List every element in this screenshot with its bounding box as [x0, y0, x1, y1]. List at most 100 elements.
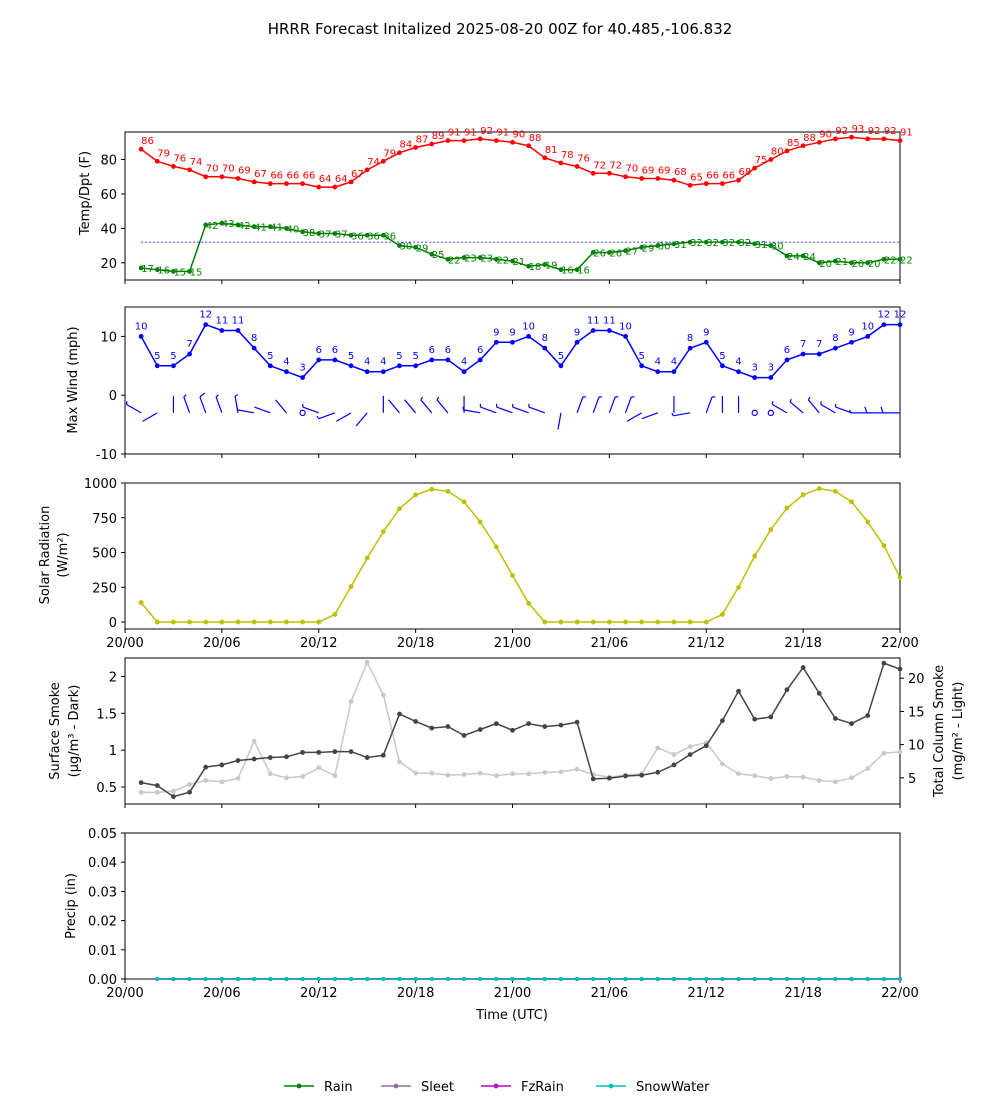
temperature-data-label: 87	[416, 134, 429, 145]
temperature-data-label: 92	[480, 126, 493, 137]
dewpoint-point	[849, 260, 854, 266]
wind-barb-feather	[125, 401, 128, 405]
dewpoint-data-label: 23	[480, 254, 493, 265]
wind-point	[251, 345, 257, 351]
smoke-light-point	[655, 745, 661, 751]
dewpoint-point	[768, 243, 774, 248]
smoke-dark-point	[429, 725, 435, 731]
temperature-point	[542, 155, 548, 161]
dewpoint-point	[477, 255, 483, 261]
wind-point	[784, 357, 790, 363]
dewpoint-data-label: 21	[513, 257, 526, 268]
solar-point	[623, 619, 628, 625]
dewpoint-data-label: 42	[238, 221, 251, 232]
temperature-point	[461, 138, 467, 144]
wind-barb-feather	[183, 394, 187, 398]
dewpoint-point	[510, 258, 515, 264]
temperature-ylabel: Temp/Dpt (F)	[78, 151, 93, 236]
smoke-dark-point	[348, 749, 354, 755]
x-tick-label: 21/00	[494, 636, 531, 651]
temperature-data-label: 89	[432, 131, 445, 142]
temperature-data-label: 92	[868, 126, 881, 137]
temperature-data-label: 66	[722, 171, 735, 182]
solar-point	[526, 600, 532, 606]
dewpoint-data-label: 22	[900, 255, 913, 266]
wind-data-label: 4	[380, 357, 386, 368]
dewpoint-point	[154, 267, 160, 273]
smoke-dark-point	[865, 713, 871, 718]
smoke-y-tick-label: 1	[109, 744, 117, 759]
temperature-point	[671, 177, 677, 183]
temperature-data-label: 66	[706, 171, 719, 182]
dewpoint-data-label: 16	[157, 266, 170, 277]
temperature-data-label: 70	[222, 164, 235, 175]
dewpoint-point	[445, 256, 451, 262]
wind-barb	[624, 396, 632, 414]
x-tick-label: 20/12	[300, 636, 337, 651]
wind-barb-feather	[864, 406, 868, 414]
dewpoint-data-label: 41	[270, 223, 283, 234]
dewpoint-data-label: 32	[706, 238, 719, 249]
x-tick-label: 20/18	[397, 986, 434, 1001]
smoke-light-point	[332, 773, 338, 779]
solar-point	[865, 519, 871, 525]
temperature-point	[187, 167, 192, 173]
temperature-point	[558, 160, 564, 166]
solar-point	[138, 600, 144, 605]
x-tick-label: 20/00	[106, 636, 143, 651]
temperature-point	[364, 167, 370, 173]
solar-point	[267, 619, 273, 625]
x-tick-label: 21/12	[688, 636, 725, 651]
dewpoint-data-label: 38	[303, 228, 316, 239]
wind-barb	[512, 406, 529, 414]
smoke-dark-point	[671, 762, 677, 768]
dewpoint-point	[784, 253, 790, 259]
snowwater-point	[623, 977, 628, 981]
snowwater-point	[768, 977, 773, 981]
wind-barb	[576, 396, 584, 414]
wind-barb	[496, 406, 513, 414]
wind-point	[219, 328, 225, 333]
solar-point	[719, 612, 725, 617]
wind-point	[574, 339, 580, 345]
wind-point	[284, 369, 289, 375]
smoke-light-point	[671, 752, 677, 757]
snowwater-point	[736, 977, 741, 981]
temperature-point	[510, 139, 515, 145]
wind-point	[348, 363, 354, 369]
wind-point	[816, 351, 822, 357]
temperature-data-label: 65	[690, 172, 703, 183]
wind-point	[833, 345, 838, 351]
wind-data-label: 6	[784, 345, 790, 356]
solar-ylabel: Solar Radiation	[38, 506, 53, 605]
wind-point	[849, 339, 854, 345]
dewpoint-point	[316, 231, 322, 236]
solar-point	[316, 619, 322, 625]
smoke-light-point	[510, 771, 515, 777]
temperature-data-label: 66	[270, 171, 283, 182]
wind-barb	[142, 412, 158, 422]
dewpoint-point	[364, 232, 370, 238]
dewpoint-point	[736, 239, 741, 245]
wind-barb	[302, 406, 319, 414]
smoke-dark-point	[639, 772, 645, 778]
smoke-dark-point	[687, 752, 693, 757]
temperature-data-label: 88	[803, 133, 816, 144]
solar-point	[849, 499, 854, 505]
smoke-dark-point	[364, 755, 370, 760]
wind-point	[413, 363, 419, 369]
wind-data-label: 6	[332, 345, 338, 356]
solar-point	[784, 505, 790, 511]
solar-point	[558, 619, 564, 625]
wind-data-label: 5	[638, 351, 644, 362]
dewpoint-data-label: 32	[739, 238, 752, 249]
wind-barb	[608, 396, 616, 414]
legend-label-snowwater: SnowWater	[636, 1080, 710, 1095]
legend: Rain Sleet FzRain SnowWater	[284, 1080, 710, 1095]
wind-point	[510, 339, 515, 345]
dewpoint-data-label: 29	[642, 243, 655, 254]
smoke-light-point	[235, 776, 241, 781]
precip-y-tick-label: 0.01	[88, 944, 117, 959]
wind-data-label: 6	[429, 345, 435, 356]
